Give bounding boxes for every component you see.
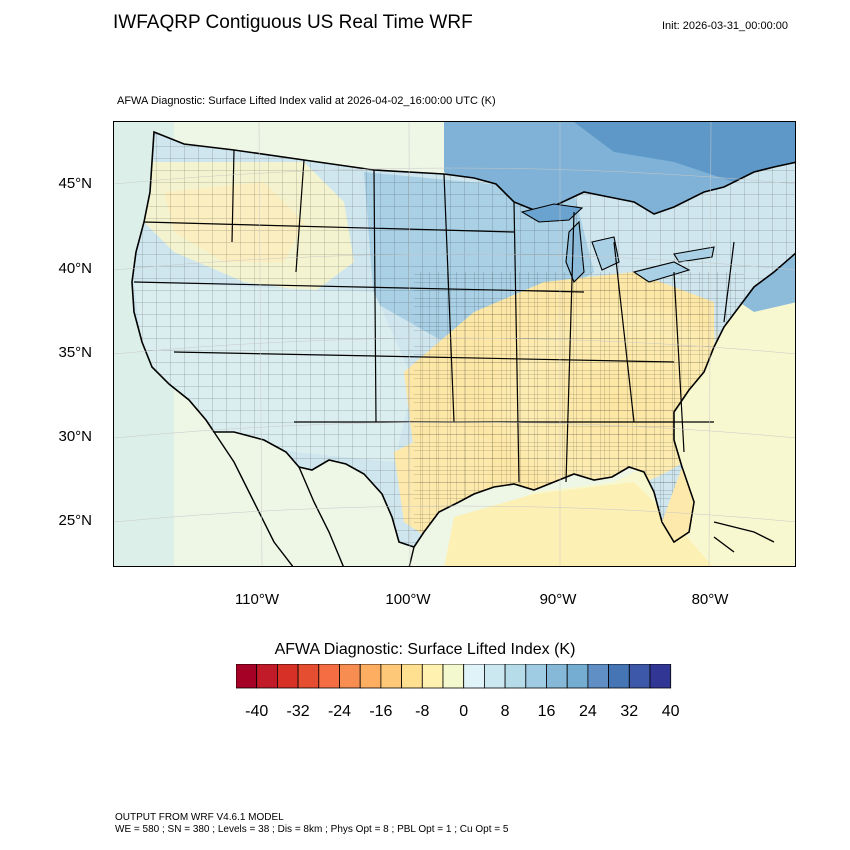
lon-label-100w: 100°W (385, 591, 431, 608)
colorbar-tick-label: 8 (500, 703, 510, 720)
lon-label-90w: 90°W (539, 591, 577, 608)
colorbar-swatch (236, 664, 258, 689)
colorbar-tick-label: 16 (537, 703, 556, 720)
colorbar-swatch (587, 664, 609, 689)
colorbar-swatch (401, 664, 423, 689)
colorbar-tick-label: -24 (327, 703, 352, 720)
colorbar-swatch (297, 664, 320, 689)
footer-line-2: WE = 580 ; SN = 380 ; Levels = 38 ; Dis … (115, 824, 509, 835)
lon-label-80w: 80°W (691, 591, 729, 608)
colorbar-tick-label: 40 (661, 703, 680, 720)
colorbar-swatch (566, 664, 589, 689)
colorbar-swatch (546, 664, 568, 689)
map-panel (113, 121, 796, 567)
colorbar-swatch (442, 664, 465, 689)
colorbar-swatch (504, 664, 527, 689)
lat-label-45: 45°N (58, 175, 92, 192)
colorbar-swatch (380, 664, 402, 689)
colorbar-swatch (525, 664, 547, 689)
footer-line-1: OUTPUT FROM WRF V4.6.1 MODEL (115, 812, 284, 823)
colorbar (236, 664, 672, 689)
colorbar-tick-label: 32 (620, 703, 639, 720)
colorbar-swatch (339, 664, 361, 689)
colorbar-swatch (649, 664, 672, 689)
colorbar-swatch (628, 664, 651, 689)
model-info-footer: OUTPUT FROM WRF V4.6.1 MODEL WE = 580 ; … (115, 812, 508, 836)
lat-label-25: 25°N (58, 512, 92, 529)
colorbar-swatch (421, 664, 444, 689)
lat-label-35: 35°N (58, 344, 92, 361)
colorbar-title: AFWA Diagnostic: Surface Lifted Index (K… (274, 641, 576, 658)
colorbar-swatch (608, 664, 630, 689)
colorbar-tick-label: -40 (245, 703, 269, 720)
init-time-label: Init: 2026-03-31_00:00:00 (662, 20, 788, 32)
colorbar-swatch (463, 664, 485, 689)
valid-time-label: AFWA Diagnostic: Surface Lifted Index va… (117, 95, 496, 107)
lat-label-40: 40°N (58, 260, 92, 277)
lon-label-110w: 110°W (234, 591, 280, 608)
colorbar-swatch (256, 664, 278, 689)
colorbar-tick-label: -8 (415, 703, 430, 720)
lat-label-30: 30°N (58, 428, 92, 445)
colorbar-swatch (277, 664, 299, 689)
colorbar-tick-label: 24 (578, 703, 597, 720)
page-title: IWFAQRP Contiguous US Real Time WRF (113, 12, 473, 33)
colorbar-swatch (318, 664, 340, 689)
colorbar-tick-label: -16 (369, 703, 393, 720)
colorbar-swatch (483, 664, 506, 689)
colorbar-tick-label: 0 (459, 703, 469, 720)
colorbar-tick-label: -32 (286, 703, 310, 720)
colorbar-swatch (359, 664, 382, 689)
lifted-index-map (114, 122, 795, 566)
